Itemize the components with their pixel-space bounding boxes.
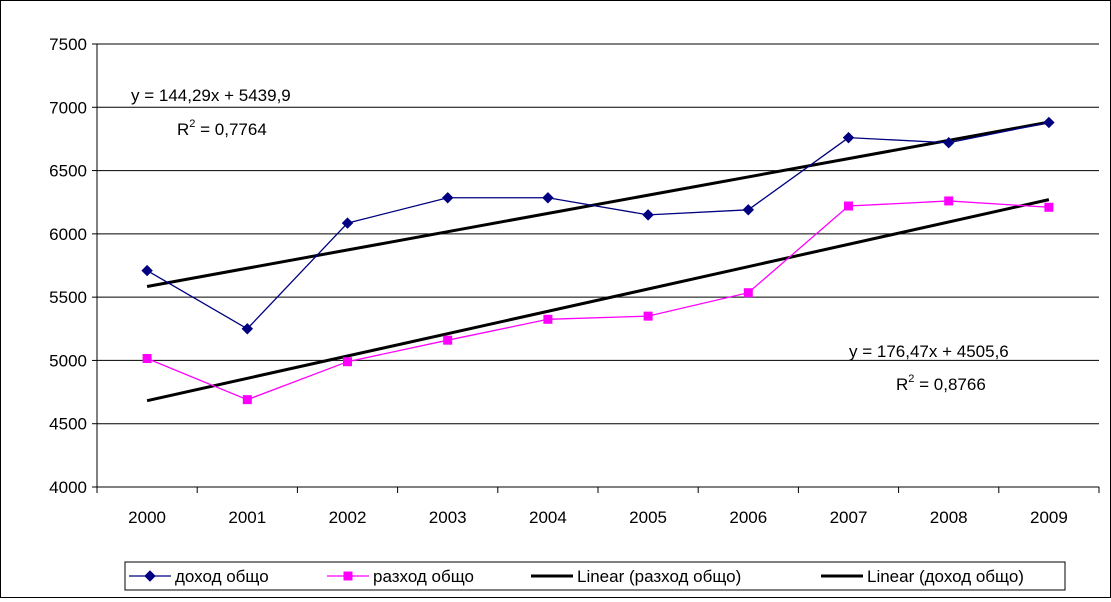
legend-box <box>124 561 1066 591</box>
data-series <box>141 116 1055 405</box>
y-tick-label-5000: 5000 <box>49 351 87 370</box>
x-tick-label-2001: 2001 <box>228 508 266 527</box>
legend-marker-0 <box>144 570 156 582</box>
legend: доход общо разход общо Linear (разход общо… <box>124 561 1066 591</box>
series-line-1 <box>146 200 1049 401</box>
gridlines <box>97 43 1099 488</box>
x-tick-label-2003: 2003 <box>429 508 467 527</box>
data-point-1-2006 <box>743 288 753 298</box>
trendline-equation-income: y = 144,29x + 5439,9 <box>131 86 291 105</box>
legend-label-1: разход общо <box>373 567 474 586</box>
data-point-1-2001 <box>242 395 252 405</box>
data-point-0-2001 <box>241 323 254 335</box>
series-0 <box>141 116 1055 335</box>
legend-label-2: Linear (разход общо) <box>577 567 741 586</box>
series-line-0 <box>146 121 1050 330</box>
data-point-1-2005 <box>643 311 653 321</box>
series-1 <box>142 196 1054 405</box>
data-point-1-2009 <box>1044 202 1054 212</box>
data-point-1-2004 <box>543 314 553 324</box>
data-point-0-2006 <box>742 204 755 216</box>
trendlines <box>146 120 1050 403</box>
data-point-0-2000 <box>141 264 153 277</box>
y-tick-label-4000: 4000 <box>49 478 87 497</box>
trendline-0 <box>146 198 1050 403</box>
trendline-r2-income: R2 = 0,7764 <box>177 118 267 139</box>
data-point-0-2008 <box>942 137 955 149</box>
y-tick-label-7000: 7000 <box>49 98 87 117</box>
x-tick-label-2006: 2006 <box>729 508 767 527</box>
y-tick-label-6500: 6500 <box>49 162 87 181</box>
data-point-0-2004 <box>542 192 554 204</box>
data-point-0-2007 <box>842 131 855 144</box>
data-point-1-2007 <box>844 201 853 211</box>
x-axis: 2000 2001 2002 2003 2004 2005 2006 2007 2008 2009 <box>96 486 1100 527</box>
data-point-0-2003 <box>441 192 454 204</box>
data-point-1-2003 <box>443 335 453 345</box>
y-tick-label-6000: 6000 <box>49 225 87 244</box>
y-tick-label-4500: 4500 <box>49 415 87 434</box>
x-tick-label-2007: 2007 <box>830 508 868 527</box>
data-point-0-2005 <box>642 209 654 221</box>
y-axis: 4000 4500 5000 5500 6000 6500 7000 7500 <box>49 35 98 497</box>
y-tick-label-5500: 5500 <box>49 288 87 307</box>
x-tick-label-2000: 2000 <box>128 508 166 527</box>
data-point-0-2009 <box>1043 116 1055 129</box>
legend-label-0: доход общо <box>175 567 269 586</box>
trendline-1 <box>146 120 1050 288</box>
data-point-1-2008 <box>944 196 954 206</box>
data-point-1-2002 <box>343 357 352 367</box>
legend-label-3: Linear (доход общо) <box>867 567 1024 586</box>
data-point-0-2002 <box>341 217 354 229</box>
legend-marker-1 <box>343 571 353 581</box>
x-tick-label-2004: 2004 <box>529 508 567 527</box>
data-point-1-2000 <box>142 354 152 364</box>
x-tick-label-2005: 2005 <box>629 508 667 527</box>
y-tick-label-7500: 7500 <box>49 35 87 54</box>
x-tick-label-2008: 2008 <box>930 508 968 527</box>
x-tick-label-2009: 2009 <box>1030 508 1068 527</box>
trendline-r2-expense: R2 = 0,8766 <box>896 373 986 394</box>
trendline-equation-expense: y = 176,47x + 4505,6 <box>849 342 1009 361</box>
x-tick-label-2002: 2002 <box>329 508 367 527</box>
